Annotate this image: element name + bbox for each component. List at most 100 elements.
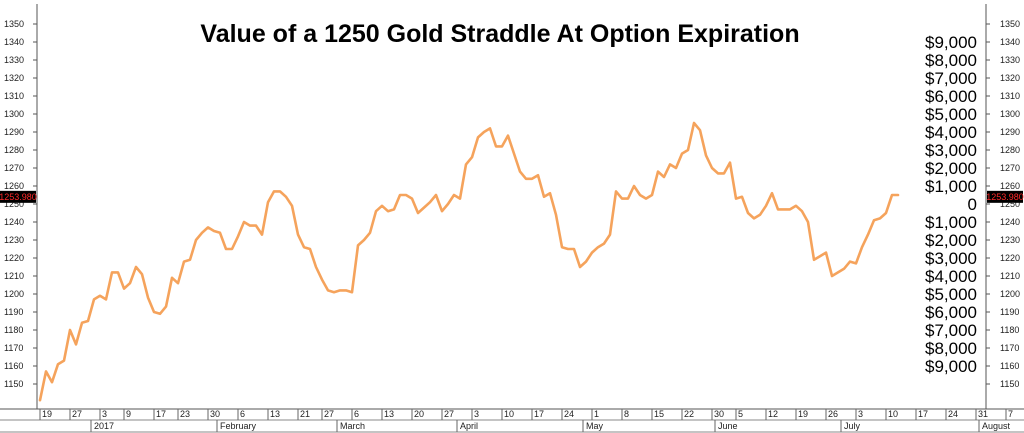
date-tick-label: 17 (918, 409, 928, 419)
date-tick-label: 26 (828, 409, 838, 419)
right-tick-label: 1290 (1000, 127, 1020, 137)
right-tick-label: 1190 (1000, 307, 1019, 317)
date-tick-label: 15 (654, 409, 664, 419)
right-tick-label: 1280 (1000, 145, 1020, 155)
right-tick-label: 1310 (1000, 91, 1020, 101)
month-label: July (844, 421, 861, 431)
left-tick-label: 1350 (4, 19, 24, 29)
right-tick-label: 1340 (1000, 37, 1020, 47)
date-tick-label: 13 (270, 409, 280, 419)
straddle-value-label: $2,000 (925, 159, 977, 178)
straddle-value-label: $8,000 (925, 51, 977, 70)
date-tick-label: 19 (798, 409, 808, 419)
plot-frame (0, 4, 1024, 433)
left-tick-label: 1290 (4, 127, 24, 137)
date-tick-label: 27 (324, 409, 334, 419)
date-tick-label: 3 (474, 409, 479, 419)
left-price-axis: 1150 1160 1170 1180 1190 1200 1210 1220 1230 1240… (4, 19, 37, 389)
date-tick-label: 10 (888, 409, 898, 419)
right-tick-label: 1230 (1000, 235, 1020, 245)
straddle-value-label: 0 (968, 195, 977, 214)
date-tick-label: 24 (564, 409, 574, 419)
left-tick-label: 1300 (4, 109, 24, 119)
straddle-value-label: $6,000 (925, 303, 977, 322)
left-tick-label: 1230 (4, 235, 24, 245)
left-tick-label: 1260 (4, 181, 24, 191)
left-tick-label: 1180 (4, 325, 23, 335)
month-label: February (220, 421, 257, 431)
date-tick-label: 6 (354, 409, 359, 419)
month-label: June (718, 421, 738, 431)
right-tick-label: 1210 (1000, 271, 1020, 281)
left-tick-label: 1270 (4, 163, 24, 173)
date-tick-label: 20 (414, 409, 424, 419)
straddle-value-label: $3,000 (925, 249, 977, 268)
left-tick-label: 1320 (4, 73, 24, 83)
right-tick-label: 1220 (1000, 253, 1020, 263)
straddle-value-label: $3,000 (925, 141, 977, 160)
right-tick-label: 1320 (1000, 73, 1020, 83)
right-tick-label: 1200 (1000, 289, 1020, 299)
left-tick-label: 1240 (4, 217, 24, 227)
straddle-value-label: $1,000 (925, 177, 977, 196)
left-tick-label: 1190 (4, 307, 23, 317)
date-tick-label: 19 (42, 409, 52, 419)
date-axis: 19 27 3 9 17 23 30 6 13 21 27 6 13 20 27 3 10 17 24 1 8 15 22 3… (39, 409, 1013, 432)
date-tick-label: 21 (300, 409, 310, 419)
left-tick-label: 1160 (4, 361, 23, 371)
date-tick-label: 9 (126, 409, 131, 419)
straddle-value-label: $9,000 (925, 357, 977, 376)
left-tick-label: 1220 (4, 253, 24, 263)
month-label: March (340, 421, 365, 431)
date-tick-label: 30 (714, 409, 724, 419)
straddle-value-label: $7,000 (925, 69, 977, 88)
left-tick-label: 1330 (4, 55, 24, 65)
left-tick-label: 1150 (4, 379, 23, 389)
date-tick-label: 24 (948, 409, 958, 419)
straddle-value-label: $4,000 (925, 123, 977, 142)
straddle-value-label: $9,000 (925, 33, 977, 52)
month-label: August (982, 421, 1011, 431)
date-tick-label: 7 (1008, 409, 1013, 419)
chart-title: Value of a 1250 Gold Straddle At Option … (200, 20, 799, 48)
date-tick-label: 17 (534, 409, 544, 419)
right-tick-label: 1170 (1000, 343, 1019, 353)
right-tick-label: 1250 (1000, 199, 1020, 209)
date-tick-label: 3 (102, 409, 107, 419)
right-tick-label: 1180 (1000, 325, 1019, 335)
date-tick-label: 3 (858, 409, 863, 419)
last-price-tags: 1253.980 1253.980 (0, 190, 1024, 203)
right-tick-label: 1300 (1000, 109, 1020, 119)
left-tick-label: 1310 (4, 91, 24, 101)
right-tick-label: 1150 (1000, 379, 1019, 389)
straddle-value-label: $2,000 (925, 231, 977, 250)
date-tick-label: 27 (72, 409, 82, 419)
right-tick-label: 1350 (1000, 19, 1020, 29)
month-label: May (586, 421, 604, 431)
date-tick-label: 10 (504, 409, 514, 419)
date-tick-label: 13 (384, 409, 394, 419)
straddle-value-label: $7,000 (925, 321, 977, 340)
right-tick-label: 1270 (1000, 163, 1020, 173)
date-tick-label: 12 (768, 409, 778, 419)
date-tick-label: 1 (594, 409, 599, 419)
date-tick-label: 23 (180, 409, 190, 419)
straddle-value-label: $5,000 (925, 285, 977, 304)
left-price-tag (0, 190, 36, 203)
straddle-value-label: $8,000 (925, 339, 977, 358)
right-price-axis: 1150 1160 1170 1180 1190 1200 1210 1220 1230 1240… (986, 19, 1020, 389)
price-line (38, 121, 900, 402)
date-tick-label: 8 (624, 409, 629, 419)
left-tick-label: 1340 (4, 37, 24, 47)
date-tick-label: 22 (684, 409, 694, 419)
straddle-value-label: $6,000 (925, 87, 977, 106)
month-label: 2017 (94, 421, 114, 431)
date-tick-label: 5 (738, 409, 743, 419)
left-tick-label: 1280 (4, 145, 24, 155)
date-tick-label: 31 (978, 409, 988, 419)
date-tick-label: 27 (444, 409, 454, 419)
left-tick-label: 1200 (4, 289, 24, 299)
right-tick-label: 1330 (1000, 55, 1020, 65)
